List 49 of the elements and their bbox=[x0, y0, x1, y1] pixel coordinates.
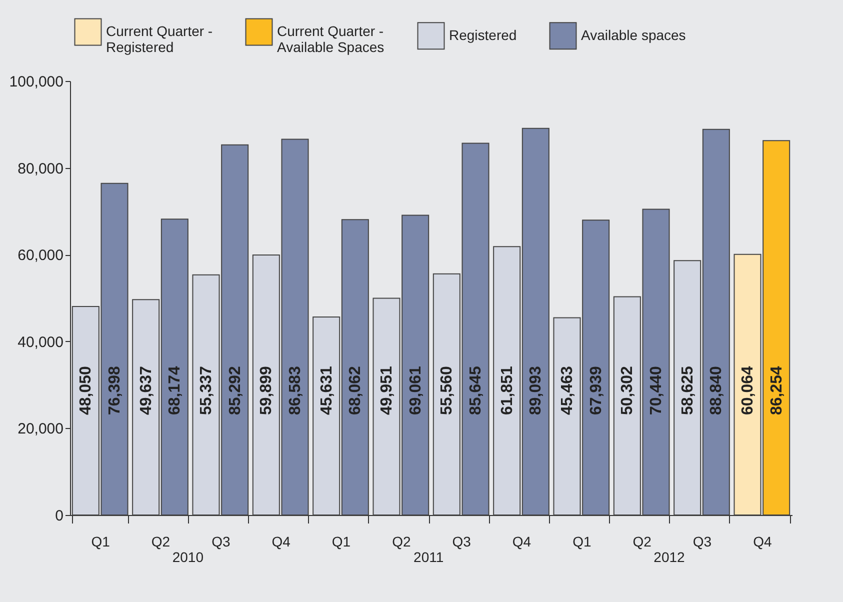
data-label: 61,851 bbox=[498, 366, 516, 415]
y-tick-label: 60,000 bbox=[18, 247, 64, 264]
data-label: 76,398 bbox=[106, 366, 124, 415]
y-tick-label: 80,000 bbox=[18, 160, 64, 178]
data-label: 86,254 bbox=[768, 366, 786, 415]
data-label: 86,583 bbox=[287, 366, 304, 415]
x-tick-label: Q2 bbox=[392, 534, 411, 550]
y-tick-label: 0 bbox=[55, 508, 64, 524]
data-label: 45,463 bbox=[559, 366, 576, 415]
x-tick-label: Q1 bbox=[572, 534, 592, 550]
data-label: 70,440 bbox=[648, 366, 665, 415]
legend-label: Current Quarter - Registered bbox=[106, 23, 213, 55]
text: 2011 bbox=[414, 549, 444, 565]
x-tick-label: Q3 bbox=[692, 534, 712, 550]
data-label: 58,625 bbox=[679, 366, 696, 415]
x-tick-label: Q4 bbox=[753, 534, 772, 550]
legend-label: Available spaces bbox=[581, 26, 686, 43]
data-label: 49,637 bbox=[138, 366, 155, 415]
data-label: 60,064 bbox=[740, 366, 756, 415]
legend-label: Registered bbox=[449, 26, 517, 43]
data-label: 48,050 bbox=[78, 366, 95, 415]
data-label: 68,174 bbox=[166, 366, 184, 415]
data-label: 55,337 bbox=[198, 366, 215, 415]
text: 2012 bbox=[654, 549, 686, 565]
x-tick-label: Q1 bbox=[91, 534, 110, 550]
x-tick-label: Q3 bbox=[452, 534, 472, 550]
data-label: 88,840 bbox=[708, 366, 726, 415]
data-label: 89,093 bbox=[528, 366, 545, 415]
data-label: 69,061 bbox=[407, 366, 424, 415]
data-label: 49,951 bbox=[378, 366, 396, 415]
data-label: 45,631 bbox=[318, 366, 336, 415]
x-tick-label: Q4 bbox=[512, 534, 532, 550]
data-label: 68,062 bbox=[347, 366, 364, 415]
x-tick-label: Q4 bbox=[272, 534, 291, 550]
legend-label: Current Quarter - Available Spaces bbox=[277, 23, 384, 55]
data-label: 85,645 bbox=[468, 366, 484, 415]
x-tick-label: Q1 bbox=[332, 534, 351, 550]
data-label: 50,302 bbox=[619, 366, 636, 415]
x-tick-label: Q2 bbox=[151, 534, 170, 550]
data-label: 85,292 bbox=[226, 366, 244, 415]
x-tick-label: Q3 bbox=[212, 534, 230, 550]
y-tick-label: 100,000 bbox=[9, 74, 64, 90]
data-label: 67,939 bbox=[588, 366, 605, 415]
data-label: 59,899 bbox=[258, 366, 276, 415]
y-tick-label: 20,000 bbox=[18, 420, 64, 438]
y-tick-label: 40,000 bbox=[18, 334, 64, 351]
x-tick-label: Q2 bbox=[632, 534, 652, 550]
data-label: 55,560 bbox=[438, 366, 456, 415]
text: 2010 bbox=[172, 549, 204, 565]
